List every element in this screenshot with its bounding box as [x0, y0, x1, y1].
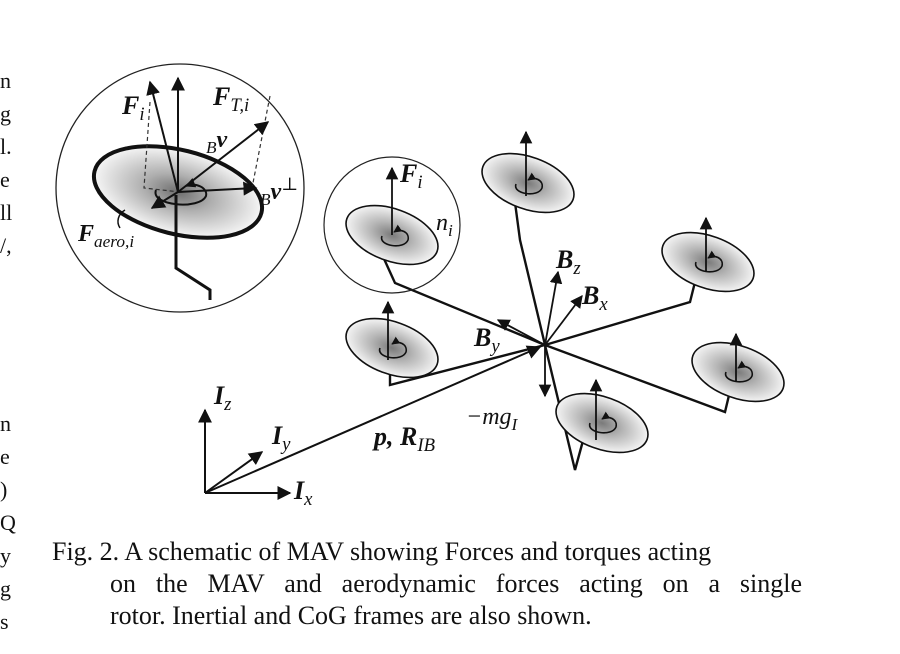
inset-aero-force-arrow	[150, 191, 179, 209]
mav-schematic-drawing	[55, 63, 785, 500]
label-gravity: −mgI	[466, 404, 518, 434]
rotor	[345, 300, 439, 379]
position-vector	[204, 345, 542, 494]
caption-line: on the MAV and aerodynamic forces acting…	[110, 569, 802, 598]
inset-velocity-perp-arrow	[177, 181, 258, 196]
label-body-velocity-perp: Bv⊥	[260, 174, 299, 209]
inset-circle	[55, 63, 305, 313]
rotor-magnify-circle	[323, 156, 461, 294]
caption-line: Fig. 2. A schematic of MAV showing Force…	[52, 537, 712, 566]
label-body-axis-y: By	[474, 323, 500, 358]
label-body-axis-z: Bz	[556, 245, 581, 280]
caption-line: rotor. Inertial and CoG frames are also …	[110, 601, 592, 630]
margin-fragment: g	[0, 101, 11, 126]
inset-dashed-line	[143, 101, 181, 193]
label-inertial-axis-x: Ix	[294, 476, 313, 511]
label-inertial-axis-y: Iy	[272, 421, 291, 456]
label-rotor-force-fi: Fi	[400, 159, 423, 194]
label-force-fi: Fi	[122, 91, 145, 126]
margin-fragment: y	[0, 543, 11, 568]
label-aero-force: Faero,i	[78, 221, 135, 251]
label-rotor-torque-ni: ni	[436, 210, 453, 240]
body-axis-x	[544, 294, 583, 346]
margin-fragment: Q	[0, 510, 16, 535]
rotor-detail-inset	[55, 63, 305, 313]
body-axis-y	[496, 319, 546, 346]
rotor	[691, 332, 785, 403]
label-inertial-axis-z: Iz	[214, 381, 232, 416]
inertial-axis-y	[204, 451, 264, 494]
inset-velocity-arrow	[177, 121, 270, 193]
margin-fragment: n	[0, 411, 11, 436]
inset-rotor-arm	[174, 195, 212, 300]
label-body-axis-x: Bx	[582, 281, 608, 316]
rotor	[555, 378, 649, 454]
figure-caption: Fig. 2. A schematic of MAV showing Force…	[52, 536, 802, 632]
rotor	[661, 216, 755, 293]
label-force-ft: FT,i	[213, 82, 250, 117]
inset-aero-leader	[117, 209, 126, 229]
margin-fragment: /,	[0, 233, 12, 258]
margin-fragment: e	[0, 444, 10, 469]
margin-fragment: n	[0, 68, 11, 93]
margin-fragment: )	[0, 477, 8, 502]
margin-fragment: ll	[0, 200, 13, 225]
margin-fragment: s	[0, 609, 9, 634]
label-position-rotation: p, RIB	[374, 422, 435, 457]
arm-front-left	[378, 249, 546, 347]
mav-schematic-figure: Fi FT,i Bv Bv⊥ Faero,i Fi ni Bz Bx By Iz…	[55, 63, 785, 511]
label-body-velocity: Bv	[206, 127, 228, 157]
margin-fragment: l.	[0, 134, 12, 159]
body-axis-z	[544, 270, 563, 346]
margin-fragment: e	[0, 167, 10, 192]
inset-force-fi-arrow	[146, 80, 179, 193]
rotor	[481, 130, 575, 214]
margin-fragment: g	[0, 576, 11, 601]
